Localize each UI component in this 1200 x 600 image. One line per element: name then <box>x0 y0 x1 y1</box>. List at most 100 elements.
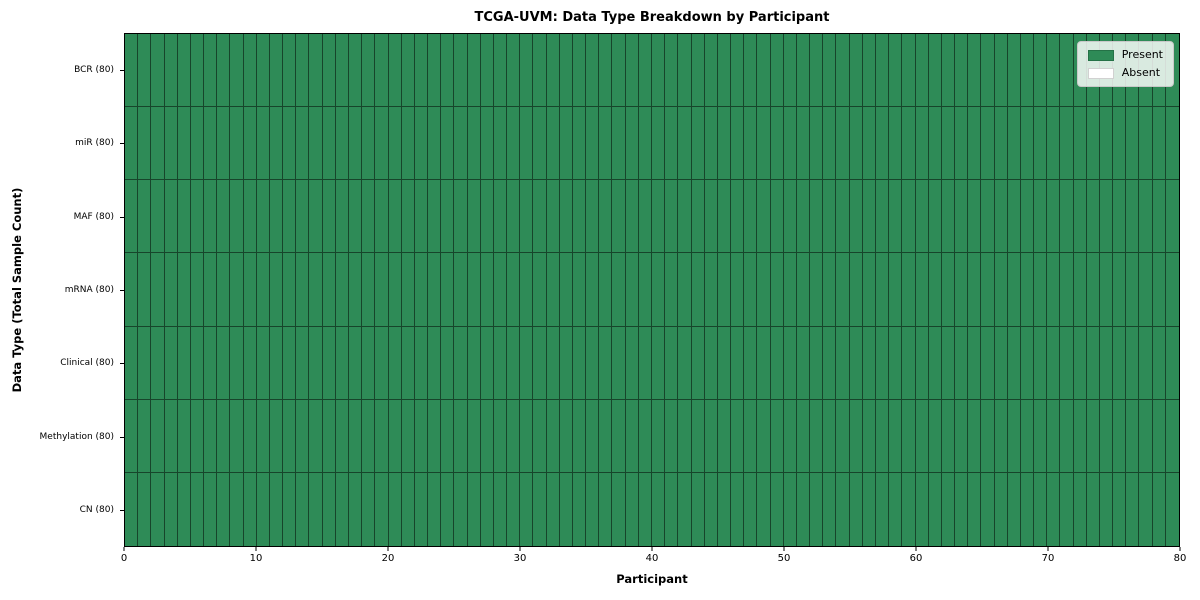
y-tick-label: CN (80) <box>79 505 114 516</box>
heatmap-cell <box>638 180 652 254</box>
heatmap-cell <box>401 253 415 327</box>
heatmap-cell <box>204 472 218 546</box>
heatmap-cell <box>1007 472 1021 546</box>
heatmap-cell <box>401 326 415 400</box>
heatmap-cell <box>454 472 468 546</box>
heatmap-cell <box>243 180 257 254</box>
heatmap-cell <box>428 472 442 546</box>
heatmap-cell <box>717 399 732 473</box>
heatmap-cell <box>388 253 402 327</box>
x-tick-label: 40 <box>645 553 659 564</box>
heatmap-cell <box>1007 107 1021 181</box>
heatmap-cell <box>981 34 995 108</box>
heatmap-cell <box>1020 180 1035 254</box>
heatmap-cell <box>151 107 165 181</box>
heatmap-cell <box>164 326 178 400</box>
heatmap-cell <box>520 107 534 181</box>
heatmap-cell <box>599 107 613 181</box>
heatmap-cell <box>230 107 244 181</box>
heatmap-cell <box>625 253 639 327</box>
heatmap-cell <box>480 107 494 181</box>
heatmap-cell <box>375 472 389 546</box>
heatmap-cell <box>125 326 139 400</box>
heatmap-cell <box>454 399 468 473</box>
heatmap-cell <box>1086 180 1100 254</box>
heatmap-cell <box>1047 399 1061 473</box>
x-tick-mark <box>915 547 917 551</box>
heatmap-cell <box>994 326 1008 400</box>
heatmap-cell <box>125 180 139 254</box>
heatmap-cell <box>757 326 771 400</box>
x-tick-mark <box>1047 547 1049 551</box>
heatmap-cell <box>559 472 573 546</box>
heatmap-cell <box>269 34 284 108</box>
heatmap-cell <box>783 180 797 254</box>
heatmap-cell <box>915 180 929 254</box>
heatmap-cell <box>586 399 600 473</box>
heatmap-cell <box>770 399 784 473</box>
heatmap-cell <box>296 34 310 108</box>
heatmap-cell <box>217 107 231 181</box>
heatmap-cell <box>283 34 297 108</box>
heatmap-cell <box>1060 399 1074 473</box>
heatmap-cell <box>138 107 152 181</box>
heatmap-cell <box>559 399 573 473</box>
heatmap-cell <box>796 472 811 546</box>
heatmap-cell <box>691 326 705 400</box>
heatmap-cell <box>256 253 270 327</box>
x-tick-mark <box>651 547 653 551</box>
heatmap-cell <box>1165 326 1179 400</box>
x-tick-label: 50 <box>777 553 791 564</box>
heatmap-cell <box>414 399 429 473</box>
heatmap-cell <box>1099 253 1114 327</box>
heatmap-cell <box>928 107 942 181</box>
heatmap-cell <box>717 253 732 327</box>
heatmap-cell <box>823 107 837 181</box>
heatmap-cell <box>783 326 797 400</box>
heatmap-cell <box>1007 253 1021 327</box>
heatmap-cell <box>401 180 415 254</box>
heatmap-cell <box>1020 253 1035 327</box>
heatmap-cell <box>441 472 455 546</box>
heatmap-cell <box>678 107 692 181</box>
heatmap-cell <box>757 472 771 546</box>
heatmap-cell <box>572 180 587 254</box>
heatmap-cell <box>414 472 429 546</box>
heatmap-cell <box>902 180 916 254</box>
heatmap-cell <box>783 34 797 108</box>
heatmap-cell <box>256 326 270 400</box>
heatmap-cell <box>638 34 652 108</box>
heatmap-cell <box>348 253 363 327</box>
heatmap-cell <box>586 180 600 254</box>
heatmap-cell <box>467 107 481 181</box>
heatmap-cell <box>533 472 547 546</box>
heatmap-cell <box>849 326 863 400</box>
y-tick-label: mRNA (80) <box>64 285 114 295</box>
heatmap-cell <box>283 180 297 254</box>
heatmap-cell <box>243 399 257 473</box>
heatmap-cell <box>269 180 284 254</box>
heatmap-cell <box>151 180 165 254</box>
heatmap-cell <box>810 34 824 108</box>
heatmap-cell <box>1007 326 1021 400</box>
heatmap-cell <box>204 326 218 400</box>
heatmap-cell <box>533 399 547 473</box>
heatmap-cell <box>796 326 811 400</box>
heatmap-cell <box>322 107 336 181</box>
heatmap-cell <box>1034 399 1048 473</box>
heatmap-cell <box>230 253 244 327</box>
heatmap-cell <box>757 253 771 327</box>
heatmap-cell <box>164 180 178 254</box>
heatmap-cell <box>875 472 890 546</box>
x-tick-mark <box>123 547 125 551</box>
heatmap-cell <box>546 107 560 181</box>
heatmap-cell <box>652 399 666 473</box>
heatmap-cell <box>599 326 613 400</box>
heatmap-cell <box>928 326 942 400</box>
heatmap-cell <box>757 107 771 181</box>
heatmap-cell <box>638 472 652 546</box>
heatmap-cell <box>269 399 284 473</box>
heatmap-cell <box>704 472 718 546</box>
heatmap-cell <box>375 107 389 181</box>
heatmap-cell <box>1020 399 1035 473</box>
